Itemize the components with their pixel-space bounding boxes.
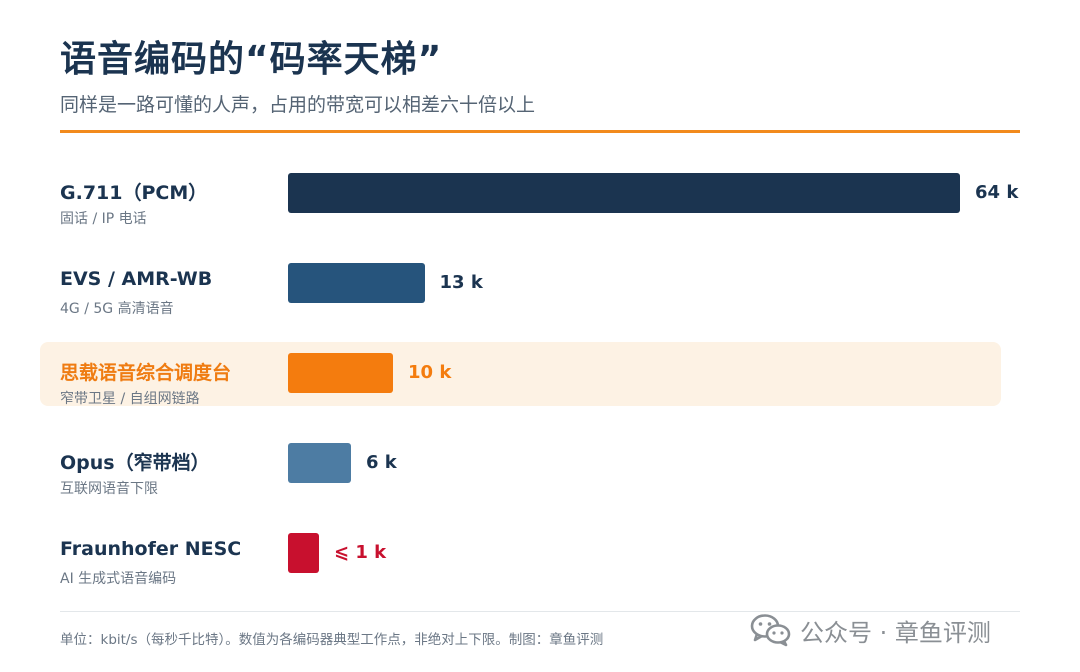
- category-label: Opus（窄带档）: [60, 452, 210, 474]
- category-label: 思载语音综合调度台: [60, 362, 232, 384]
- chart-title: 语音编码的“码率天梯”: [60, 39, 443, 80]
- watermark-text: 公众号 · 章鱼评测: [800, 618, 991, 647]
- chart-subtitle: 同样是一路可懂的人声，占用的带宽可以相差六十倍以上: [60, 94, 536, 116]
- category-description: AI 生成式语音编码: [60, 571, 177, 587]
- bar-value-label: ⩽ 1 k: [334, 542, 387, 563]
- bar-value-label: 13 k: [439, 272, 483, 293]
- category-description: 窄带卫星 / 自组网链路: [60, 391, 200, 407]
- bar-value-label: 64 k: [975, 182, 1019, 203]
- category-label: EVS / AMR-WB: [60, 268, 213, 290]
- category-description: 固话 / IP 电话: [60, 211, 147, 227]
- bar: [288, 353, 393, 393]
- bar-value-label: 10 k: [408, 362, 452, 383]
- category-description: 4G / 5G 高清语音: [60, 301, 174, 317]
- bar: [288, 263, 425, 303]
- highlight-band: [40, 342, 1001, 406]
- header-divider: [60, 130, 1020, 133]
- category-label: G.711（PCM）: [60, 182, 208, 204]
- bottom-divider: [60, 611, 1020, 612]
- category-description: 互联网语音下限: [60, 481, 158, 497]
- wechat-icon: [750, 613, 792, 647]
- bar: [288, 533, 319, 573]
- footnote: 单位：kbit/s（每秒千比特）。数值为各编码器典型工作点，非绝对上下限。制图：…: [60, 632, 604, 648]
- bar: [288, 173, 960, 213]
- bar: [288, 443, 351, 483]
- watermark: 公众号 · 章鱼评测: [750, 610, 991, 650]
- category-label: Fraunhofer NESC: [60, 538, 242, 560]
- bar-value-label: 6 k: [366, 452, 397, 473]
